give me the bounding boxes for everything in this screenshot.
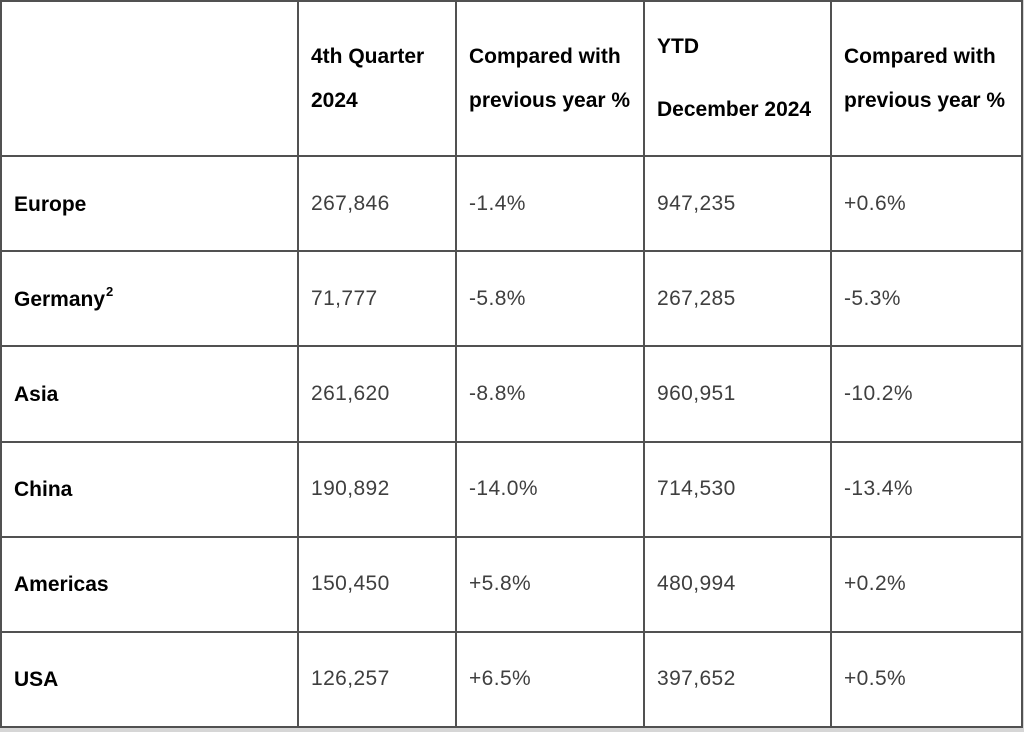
footnote-marker: 2 (106, 283, 114, 299)
ytd-yoy-cell: +0.2% (830, 535, 1023, 633)
ytd-value: 480,994 (657, 572, 736, 596)
region-cell: USA (0, 630, 299, 729)
q4-yoy-value: -14.0% (469, 477, 538, 501)
region-label: Asia (14, 383, 59, 407)
ytd-yoy-value: -13.4% (844, 477, 913, 501)
header-line: Compared with (844, 44, 996, 68)
header-line: 4th Quarter (311, 44, 425, 68)
q4-yoy-value: +6.5% (469, 667, 532, 691)
table-row: China 190,892 -14.0% 714,530 -13.4% (0, 440, 1023, 538)
ytd-value: 947,235 (657, 191, 736, 215)
q4-yoy-cell: -5.8% (455, 250, 645, 348)
q4-value-cell: 261,620 (297, 345, 457, 443)
table-header-row: 4th Quarter 2024 Compared with previous … (0, 0, 1023, 158)
q4-value: 71,777 (311, 286, 378, 310)
q4-yoy-value: -5.8% (469, 286, 526, 310)
header-line: YTD (657, 35, 699, 59)
q4-yoy-cell: -1.4% (455, 155, 645, 253)
q4-yoy-cell: +5.8% (455, 535, 645, 633)
header-line: previous year % (844, 88, 1006, 112)
q4-value-cell: 190,892 (297, 440, 457, 538)
ytd-value-cell: 714,530 (643, 440, 832, 538)
header-cell-q4-2024: 4th Quarter 2024 (297, 0, 457, 158)
region-cell: Europe (0, 155, 299, 253)
ytd-yoy-value: +0.6% (844, 191, 907, 215)
q4-value: 261,620 (311, 382, 390, 406)
region-cell: Germany2 (0, 250, 299, 348)
table-row: Europe 267,846 -1.4% 947,235 +0.6% (0, 155, 1023, 253)
q4-yoy-cell: -14.0% (455, 440, 645, 538)
region-cell: China (0, 440, 299, 538)
table-row: Germany2 71,777 -5.8% 267,285 -5.3% (0, 250, 1023, 348)
region-label: USA (14, 668, 59, 692)
ytd-yoy-cell: -13.4% (830, 440, 1023, 538)
ytd-value: 714,530 (657, 477, 736, 501)
region-label: Europe (14, 192, 87, 216)
q4-value: 126,257 (311, 667, 390, 691)
header-cell-region (0, 0, 299, 158)
q4-value-cell: 71,777 (297, 250, 457, 348)
header-cell-ytd-december-2024: YTD December 2024 (643, 0, 832, 158)
ytd-value-cell: 397,652 (643, 630, 832, 729)
ytd-yoy-value: +0.5% (844, 667, 907, 691)
ytd-value: 397,652 (657, 667, 736, 691)
ytd-yoy-cell: +0.5% (830, 630, 1023, 729)
region-label: Germany2 (14, 283, 114, 311)
header-line: 2024 (311, 88, 358, 112)
ytd-value-cell: 947,235 (643, 155, 832, 253)
header-cell-q4-vs-prev-year: Compared with previous year % (455, 0, 645, 158)
header-cell-ytd-vs-prev-year: Compared with previous year % (830, 0, 1023, 158)
q4-yoy-value: -1.4% (469, 191, 526, 215)
table-row: Americas 150,450 +5.8% 480,994 +0.2% (0, 535, 1023, 633)
ytd-value: 267,285 (657, 286, 736, 310)
ytd-yoy-cell: -10.2% (830, 345, 1023, 443)
region-cell: Americas (0, 535, 299, 633)
ytd-value: 960,951 (657, 382, 736, 406)
ytd-yoy-cell: +0.6% (830, 155, 1023, 253)
table-row: USA 126,257 +6.5% 397,652 +0.5% (0, 630, 1023, 729)
header-line: previous year % (469, 88, 631, 112)
q4-value: 150,450 (311, 572, 390, 596)
ytd-yoy-cell: -5.3% (830, 250, 1023, 348)
header-line: Compared with (469, 44, 621, 68)
q4-yoy-value: +5.8% (469, 572, 532, 596)
q4-yoy-value: -8.8% (469, 382, 526, 406)
q4-value-cell: 267,846 (297, 155, 457, 253)
table-row: Asia 261,620 -8.8% 960,951 -10.2% (0, 345, 1023, 443)
q4-value: 190,892 (311, 477, 390, 501)
q4-value: 267,846 (311, 191, 390, 215)
ytd-value-cell: 267,285 (643, 250, 832, 348)
q4-yoy-cell: -8.8% (455, 345, 645, 443)
q4-value-cell: 126,257 (297, 630, 457, 729)
header-line: December 2024 (657, 98, 812, 122)
ytd-yoy-value: -5.3% (844, 286, 901, 310)
region-label: Americas (14, 573, 109, 597)
q4-value-cell: 150,450 (297, 535, 457, 633)
ytd-yoy-value: +0.2% (844, 572, 907, 596)
region-label: China (14, 478, 73, 502)
region-cell: Asia (0, 345, 299, 443)
ytd-value-cell: 480,994 (643, 535, 832, 633)
ytd-yoy-value: -10.2% (844, 382, 913, 406)
ytd-value-cell: 960,951 (643, 345, 832, 443)
q4-yoy-cell: +6.5% (455, 630, 645, 729)
